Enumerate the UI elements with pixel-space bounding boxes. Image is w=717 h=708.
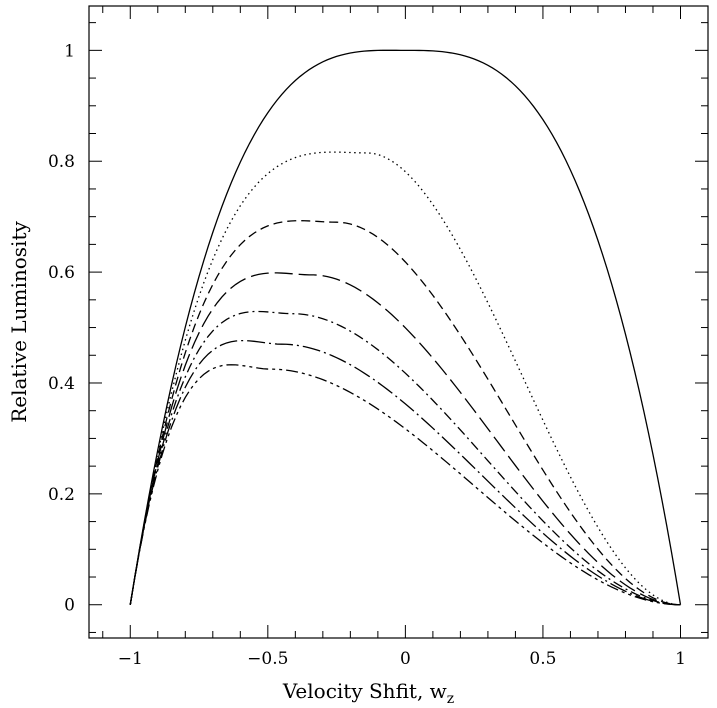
y-axis-label: Relative Luminosity [7,221,31,423]
series-line-1 [129,49,682,605]
series-line-4 [129,272,681,606]
series-line-2 [129,151,681,606]
x-tick-label: −0.5 [247,649,288,669]
axis-tick-labels: −1 −0.5 0 0.5 1 0 0.2 0.4 0.6 0.8 1 [48,41,686,669]
x-axis-label-main: Velocity Shfit, w [282,679,447,703]
series-line-3 [129,220,681,606]
series-line-6 [129,339,681,606]
y-tick-label: 0.4 [48,374,75,394]
x-tick-label: −1 [118,649,143,669]
y-tick-label: 0.2 [48,485,75,505]
x-axis-label: Velocity Shfit, wz [282,679,454,707]
series-lines [129,49,682,606]
axis-ticks [89,6,709,638]
x-axis-label-subscript: z [447,691,454,707]
x-tick-label: 0 [400,649,411,669]
plot-frame [88,5,709,639]
series-line-5 [129,310,681,606]
x-tick-label: 1 [675,649,686,669]
y-tick-label: 0.8 [48,152,75,172]
x-tick-label: 0.5 [529,649,556,669]
y-tick-label: 0.6 [48,263,75,283]
series-line-7 [129,364,681,606]
y-tick-label: 1 [64,41,75,61]
y-tick-label: 0 [64,596,75,616]
